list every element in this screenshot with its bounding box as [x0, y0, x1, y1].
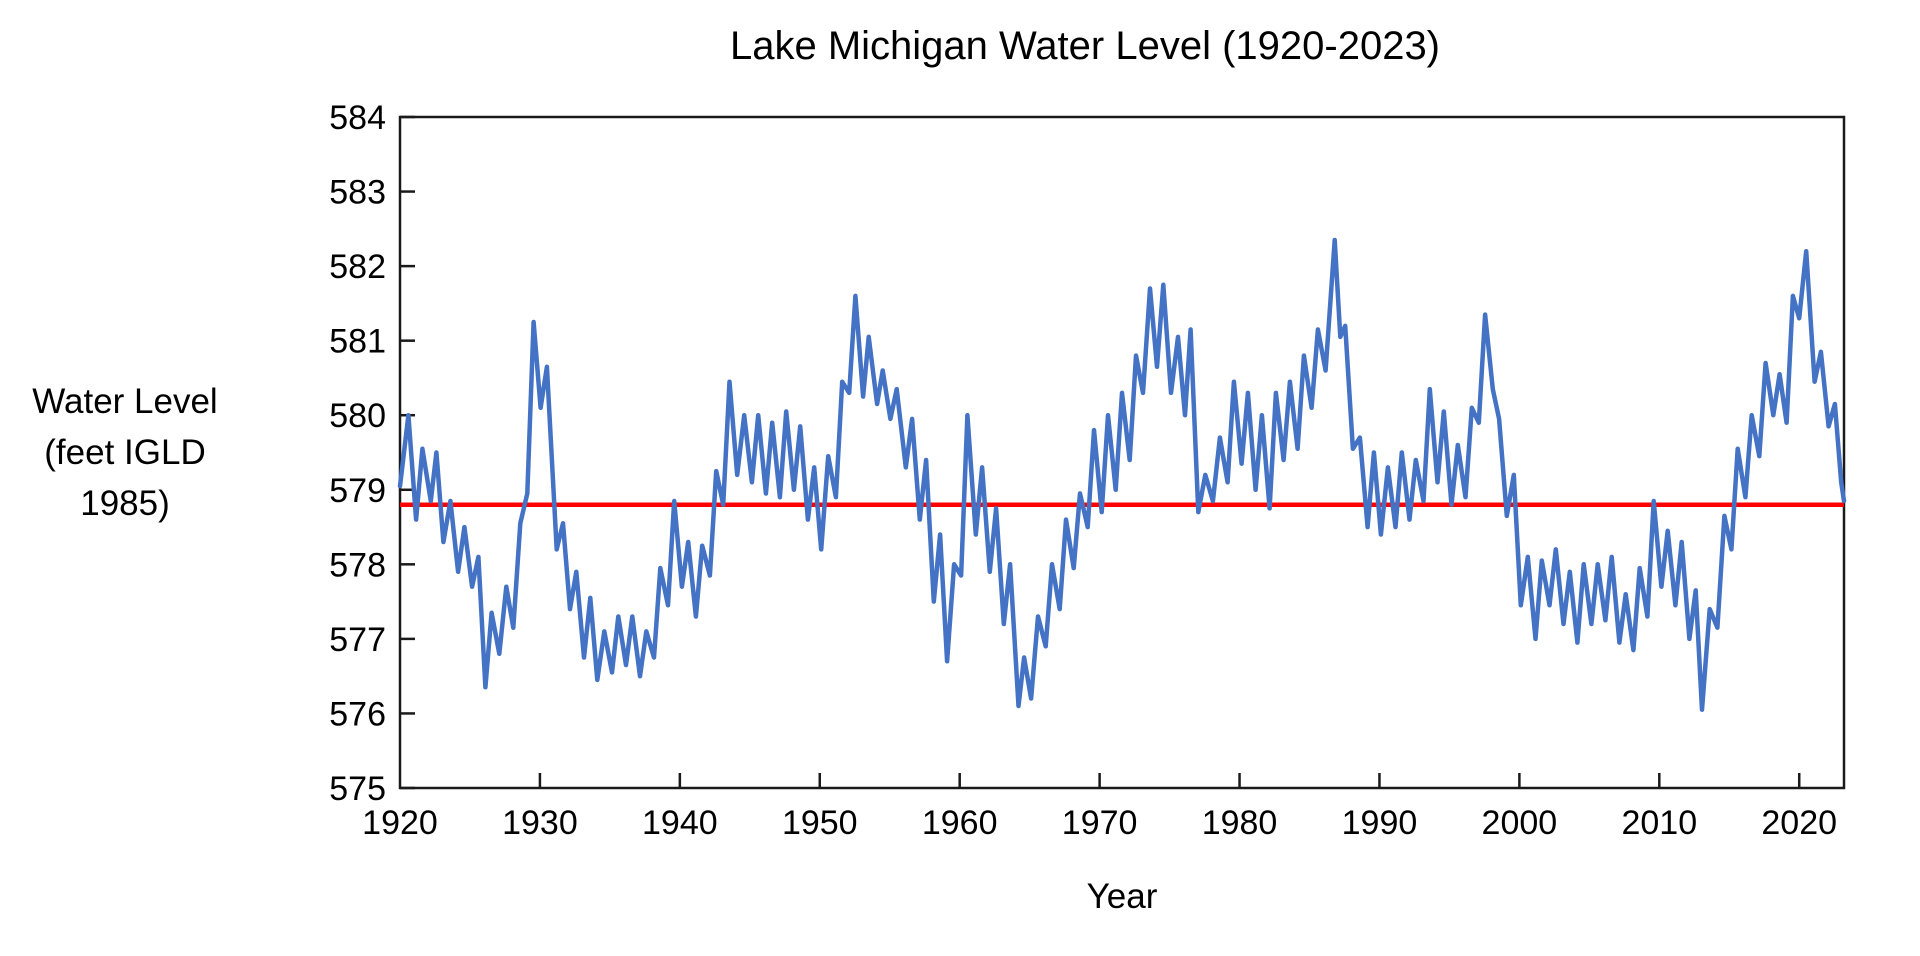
- y-axis-tick-label: 579: [329, 472, 386, 510]
- x-axis-tick-label: 1980: [1202, 804, 1278, 842]
- x-axis-tick-label: 1930: [502, 804, 578, 842]
- y-axis-title: Water Level (feet IGLD 1985): [5, 376, 245, 529]
- x-axis-tick-label: 2020: [1761, 804, 1837, 842]
- plot-border: [398, 115, 1846, 790]
- chart-title: Lake Michigan Water Level (1920-2023): [729, 24, 1441, 68]
- x-axis-tick-label: 2010: [1621, 804, 1697, 842]
- y-axis-tick-label: 575: [329, 770, 386, 808]
- y-axis-title-line-3: 1985): [80, 484, 170, 523]
- x-axis-tick-label: 1970: [1062, 804, 1138, 842]
- y-axis-tick-label: 583: [329, 174, 386, 212]
- water-level-series-line: [397, 237, 1847, 712]
- y-axis-tick-label: 576: [329, 695, 386, 733]
- y-axis-tick-label: 580: [329, 397, 386, 435]
- x-axis-tick-label: 1940: [642, 804, 718, 842]
- x-axis-tick-label: 2000: [1482, 804, 1558, 842]
- y-axis-tick-label: 578: [329, 546, 386, 584]
- y-axis-tick-label: 577: [329, 621, 386, 659]
- x-axis-tick-label: 1960: [922, 804, 998, 842]
- x-axis-tick-label: 1920: [362, 804, 438, 842]
- y-axis-title-line-1: Water Level: [32, 382, 218, 421]
- x-axis-tick-label: 1950: [782, 804, 858, 842]
- x-axis-title: Year: [1086, 877, 1158, 916]
- y-axis-title-line-2: (feet IGLD: [44, 433, 206, 472]
- y-axis-tick-label: 584: [329, 99, 386, 137]
- y-axis-tick-label: 581: [329, 323, 386, 361]
- y-axis-tick-label: 582: [329, 248, 386, 286]
- x-axis-tick-label: 1990: [1342, 804, 1418, 842]
